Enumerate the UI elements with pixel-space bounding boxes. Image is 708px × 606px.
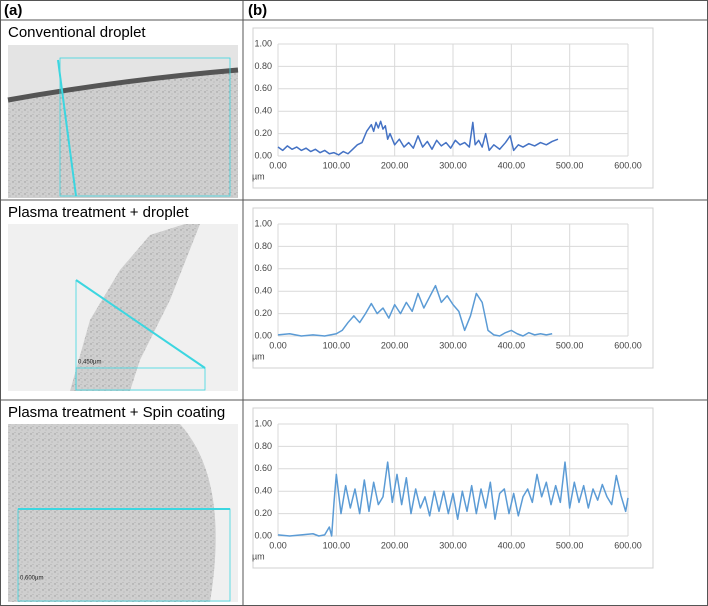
y-tick-label: 0.80: [254, 241, 272, 251]
y-tick-label: 0.00: [254, 530, 272, 540]
panel-label: (a): [4, 2, 22, 19]
scale-label: 0,600µm: [20, 576, 43, 582]
x-tick-label: 500.00: [556, 160, 584, 170]
x-tick-label: 500.00: [556, 540, 584, 550]
y-tick-label: 0.60: [254, 463, 272, 473]
x-tick-label: 600.00: [614, 160, 642, 170]
x-tick-label: 400.00: [498, 340, 526, 350]
x-tick-label: 300.00: [439, 160, 467, 170]
x-tick-label: 0.00: [269, 340, 287, 350]
x-tick-label: 400.00: [498, 160, 526, 170]
x-tick-label: 200.00: [381, 540, 409, 550]
x-tick-label: 300.00: [439, 340, 467, 350]
x-tick-label: 100.00: [323, 540, 351, 550]
row-label: Plasma treatment + droplet: [8, 204, 189, 221]
y-tick-label: 1.00: [254, 418, 272, 428]
data-line: [277, 461, 629, 537]
x-tick-label: 400.00: [498, 540, 526, 550]
x-tick-label: 100.00: [323, 160, 351, 170]
y-tick-label: 0.00: [254, 330, 272, 340]
y-tick-label: 0.60: [254, 263, 272, 273]
x-tick-label: 500.00: [556, 340, 584, 350]
x-axis-label: µm: [252, 551, 265, 561]
y-tick-label: 0.20: [254, 308, 272, 318]
micrograph: [8, 424, 238, 602]
x-tick-label: 600.00: [614, 540, 642, 550]
x-tick-label: 200.00: [381, 340, 409, 350]
data-line: [277, 284, 553, 337]
y-tick-label: 0.80: [254, 441, 272, 451]
y-tick-label: 0.00: [254, 150, 272, 160]
scale-label: 0,450µm: [78, 360, 101, 366]
x-tick-label: 600.00: [614, 340, 642, 350]
y-tick-label: 1.00: [254, 218, 272, 228]
y-tick-label: 0.80: [254, 61, 272, 71]
y-tick-label: 0.60: [254, 83, 272, 93]
x-tick-label: 100.00: [323, 340, 351, 350]
y-tick-label: 0.40: [254, 106, 272, 116]
y-tick-label: 0.40: [254, 286, 272, 296]
row-label: Conventional droplet: [8, 24, 146, 41]
x-tick-label: 0.00: [269, 540, 287, 550]
x-axis-label: µm: [252, 171, 265, 181]
x-tick-label: 200.00: [381, 160, 409, 170]
chart-frame: [252, 27, 654, 189]
y-tick-label: 0.20: [254, 128, 272, 138]
row-label: Plasma treatment + Spin coating: [8, 404, 225, 421]
micrograph: [8, 224, 238, 391]
panel-label: (b): [248, 2, 267, 19]
x-axis-label: µm: [252, 351, 265, 361]
data-line: [277, 120, 559, 156]
chart-frame: [252, 207, 654, 369]
micrograph: [7, 45, 239, 198]
chart-frame: [252, 407, 654, 569]
x-tick-label: 300.00: [439, 540, 467, 550]
y-tick-label: 0.20: [254, 508, 272, 518]
x-tick-label: 0.00: [269, 160, 287, 170]
y-tick-label: 1.00: [254, 38, 272, 48]
y-tick-label: 0.40: [254, 486, 272, 496]
